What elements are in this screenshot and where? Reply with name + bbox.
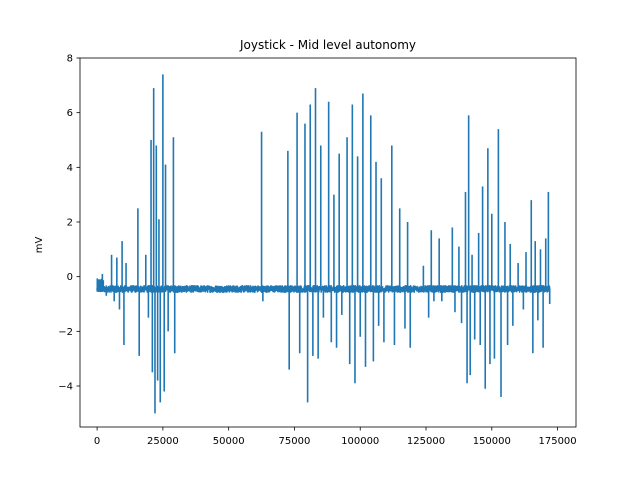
y-tick-label: 4 <box>67 163 73 174</box>
x-tick-label: 100000 <box>341 436 379 447</box>
axes-frame <box>79 57 577 428</box>
y-tick-label: 6 <box>67 108 73 119</box>
x-tick-label: 75000 <box>279 436 311 447</box>
plot-area <box>96 74 551 414</box>
x-tick-label: 125000 <box>407 436 445 447</box>
y-axis-label: mV <box>34 237 45 254</box>
y-tick-label: −4 <box>58 382 73 393</box>
chart-title: Joystick - Mid level autonomy <box>239 38 416 52</box>
x-tick-label: 175000 <box>538 436 576 447</box>
y-tick-label: 2 <box>67 218 73 229</box>
x-tick-label: 0 <box>94 436 100 447</box>
y-axis: −4 −2 0 2 4 6 8 <box>58 54 80 393</box>
x-tick-label: 150000 <box>473 436 511 447</box>
y-tick-label: 8 <box>67 54 73 65</box>
x-tick-label: 25000 <box>147 436 179 447</box>
y-tick-label: 0 <box>67 272 73 283</box>
y-tick-label: −2 <box>58 327 73 338</box>
x-axis: 0 25000 50000 75000 100000 125000 150000 175000 <box>94 427 577 447</box>
x-tick-label: 50000 <box>213 436 245 447</box>
